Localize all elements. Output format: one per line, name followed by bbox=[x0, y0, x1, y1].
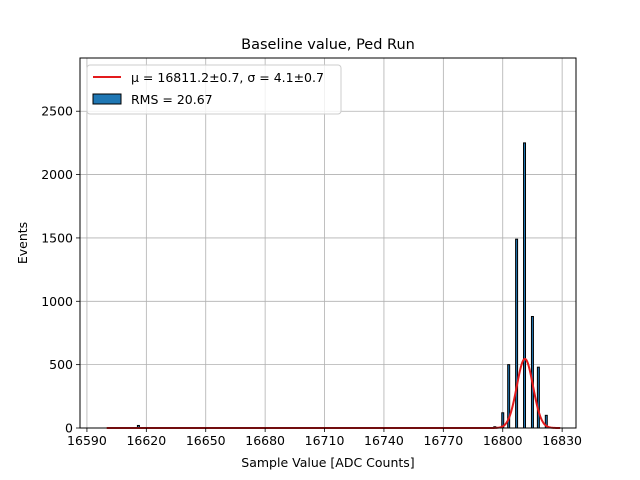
x-tick-label: 16590 bbox=[67, 433, 107, 448]
y-tick-label: 2500 bbox=[41, 104, 73, 119]
y-tick-label: 1000 bbox=[41, 294, 73, 309]
y-axis-ticks: 0 500 1000 1500 2000 2500 bbox=[41, 104, 80, 436]
x-tick-label: 16800 bbox=[483, 433, 523, 448]
y-axis-label: Events bbox=[15, 222, 30, 264]
histogram-bar bbox=[515, 238, 519, 429]
x-tick-label: 16620 bbox=[126, 433, 166, 448]
x-tick-label: 16830 bbox=[542, 433, 582, 448]
y-tick-label: 1500 bbox=[41, 230, 73, 245]
y-tick-label: 0 bbox=[65, 421, 73, 436]
x-tick-label: 16680 bbox=[245, 433, 285, 448]
legend-histogram-swatch bbox=[92, 93, 122, 105]
legend-histogram-label: RMS = 20.67 bbox=[131, 92, 213, 107]
x-tick-label: 16770 bbox=[423, 433, 463, 448]
x-tick-label: 16710 bbox=[305, 433, 345, 448]
legend-box bbox=[86, 64, 342, 115]
y-tick-label: 500 bbox=[49, 357, 73, 372]
x-tick-label: 16650 bbox=[186, 433, 226, 448]
grid bbox=[80, 58, 576, 429]
chart-title: Baseline value, Ped Run bbox=[241, 37, 415, 53]
plot-frame bbox=[79, 57, 577, 429]
y-tick-label: 2000 bbox=[41, 167, 73, 182]
histogram-bar bbox=[530, 315, 534, 429]
legend-fit-label: μ = 16811.2±0.7, σ = 4.1±0.7 bbox=[131, 70, 324, 85]
legend: μ = 16811.2±0.7, σ = 4.1±0.7 RMS = 20.67 bbox=[86, 64, 342, 115]
x-axis-label: Sample Value [ADC Counts] bbox=[241, 455, 414, 470]
histogram-bar bbox=[523, 142, 527, 429]
x-tick-label: 16740 bbox=[364, 433, 404, 448]
plot-area bbox=[80, 58, 576, 428]
histogram-bar bbox=[536, 366, 540, 429]
x-axis-ticks: 16590 16620 16650 16680 16710 16740 16770 16800… bbox=[67, 428, 582, 448]
